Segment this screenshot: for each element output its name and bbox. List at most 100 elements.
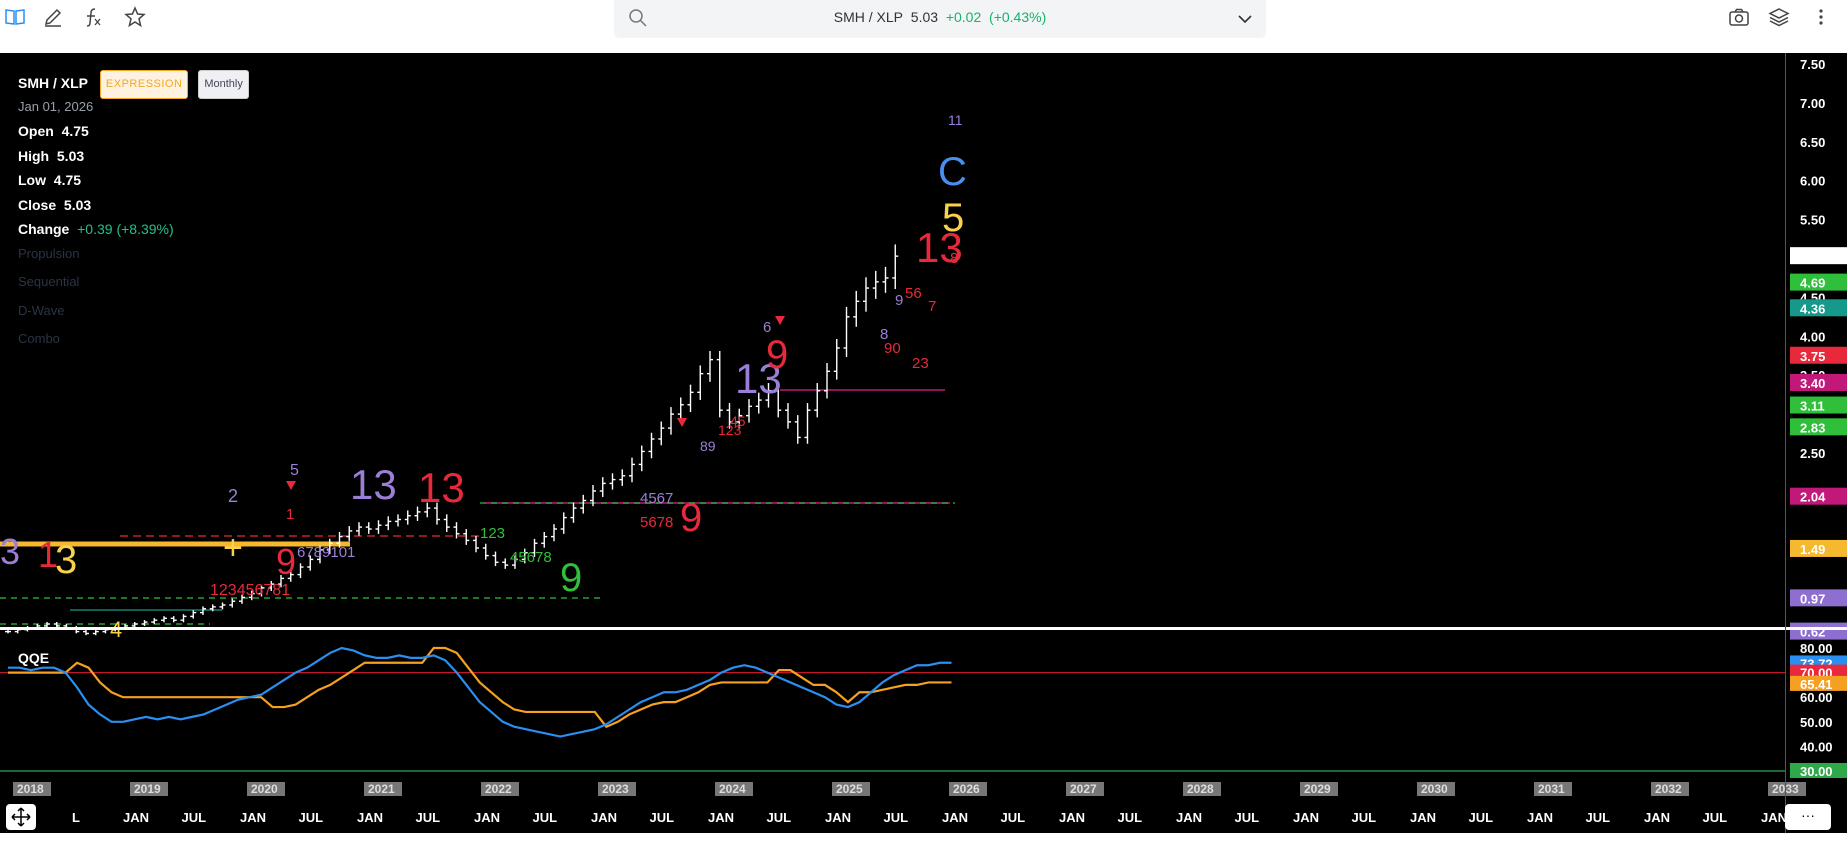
price-badge bbox=[1790, 299, 1847, 317]
sequential-digit-mark: 89 bbox=[700, 438, 716, 454]
layers-icon[interactable] bbox=[1768, 6, 1790, 28]
sequential-count-mark: 5 bbox=[290, 462, 299, 479]
month-label: JUL bbox=[299, 810, 324, 825]
more-options-button[interactable]: ··· bbox=[1785, 804, 1831, 830]
more-vertical-icon[interactable] bbox=[1810, 6, 1832, 28]
sequential-count-mark: 3 bbox=[55, 538, 77, 582]
pan-navigation-button[interactable] bbox=[6, 804, 36, 830]
month-label: JUL bbox=[1703, 810, 1728, 825]
year-label: 2025 bbox=[836, 782, 863, 796]
qqe-pane-label[interactable]: QQE bbox=[18, 650, 50, 666]
sequential-digit-mark: 45678 bbox=[510, 549, 552, 566]
axis-border bbox=[1785, 53, 1786, 833]
month-label: JAN bbox=[1410, 810, 1436, 825]
sequential-count-mark: 11 bbox=[948, 112, 963, 128]
quote-change-pct: (+0.43%) bbox=[989, 9, 1047, 25]
price-badge bbox=[1790, 418, 1847, 436]
sequential-digit-mark: 90 bbox=[884, 340, 901, 357]
qqe-tick-label: 40.00 bbox=[1800, 739, 1833, 754]
qqe-value-label: 65.41 bbox=[1800, 677, 1833, 692]
month-label: JUL bbox=[1235, 810, 1260, 825]
sequential-count-mark: 13 bbox=[350, 461, 397, 508]
year-label: 2028 bbox=[1187, 782, 1214, 796]
sequential-count-mark: + bbox=[223, 529, 243, 567]
price-axis[interactable]: 7.507.006.506.005.504.504.003.502.504.69… bbox=[1790, 57, 1847, 640]
function-icon[interactable] bbox=[82, 6, 104, 28]
sequential-digit-mark: 123456781 bbox=[210, 582, 290, 599]
sequential-annotations: 3132+519131399139135C1164123456781678910… bbox=[0, 112, 967, 642]
current-price-badge bbox=[1790, 247, 1847, 265]
year-label: 2022 bbox=[485, 782, 512, 796]
symbol-search[interactable]: SMH / XLP 5.03 +0.02 (+0.43%) bbox=[614, 0, 1266, 38]
search-icon bbox=[628, 8, 648, 33]
price-badge bbox=[1790, 589, 1847, 607]
sequential-count-mark: 2 bbox=[228, 486, 238, 506]
study-propulsion[interactable]: Propulsion bbox=[18, 245, 80, 261]
price-series bbox=[5, 244, 899, 636]
month-label: L bbox=[72, 810, 80, 825]
price-badge bbox=[1790, 487, 1847, 505]
time-axis[interactable]: 2018 2019 2020 2021 2022 2023 2024 2025 2026 2027… bbox=[13, 782, 1806, 825]
sequential-digit-mark: 123 bbox=[718, 422, 742, 438]
year-label-bg bbox=[247, 782, 285, 796]
study-dwave[interactable]: D-Wave bbox=[18, 302, 65, 318]
price-tick-label: 7.50 bbox=[1800, 57, 1825, 72]
qqe-value-badge bbox=[1790, 664, 1847, 680]
study-sequential[interactable]: Sequential bbox=[18, 274, 80, 289]
price-badge bbox=[1790, 622, 1847, 640]
sequential-digit-mark: 7 bbox=[928, 298, 936, 315]
price-badge-label: 2.83 bbox=[1800, 420, 1825, 435]
chart-canvas[interactable]: 3132+519131399139135C1164123456781678910… bbox=[0, 53, 1847, 833]
star-icon[interactable] bbox=[124, 6, 146, 28]
legend-change: Change +0.39 (+8.39%) bbox=[18, 221, 174, 237]
legend-date: Jan 01, 2026 bbox=[18, 98, 94, 114]
month-label: JAN bbox=[1293, 810, 1319, 825]
price-badge-label: 4.36 bbox=[1800, 301, 1825, 316]
month-label: JUL bbox=[767, 810, 792, 825]
year-label: 2030 bbox=[1421, 782, 1448, 796]
pane-separator[interactable] bbox=[0, 627, 1847, 630]
year-label: 2027 bbox=[1070, 782, 1097, 796]
price-tick-label: 6.50 bbox=[1800, 135, 1825, 150]
year-label: 2021 bbox=[368, 782, 395, 796]
month-label: JUL bbox=[1118, 810, 1143, 825]
month-label: JAN bbox=[240, 810, 266, 825]
legend-header: SMH / XLP EXPRESSION Monthly bbox=[18, 70, 249, 99]
month-label: JUL bbox=[650, 810, 675, 825]
price-tick-label: 6.00 bbox=[1800, 174, 1825, 189]
pencil-icon[interactable] bbox=[42, 6, 64, 28]
chevron-down-icon[interactable] bbox=[1236, 10, 1254, 33]
camera-icon[interactable] bbox=[1728, 6, 1750, 28]
price-badge bbox=[1790, 273, 1847, 291]
interval-badge[interactable]: Monthly bbox=[198, 70, 249, 99]
year-label: 2018 bbox=[17, 782, 44, 796]
year-label-bg bbox=[1300, 782, 1338, 796]
sequential-digit-mark: 9 bbox=[895, 292, 903, 309]
year-label-bg bbox=[832, 782, 870, 796]
month-label: JUL bbox=[416, 810, 441, 825]
study-combo[interactable]: Combo bbox=[18, 331, 60, 346]
year-label-bg bbox=[1183, 782, 1221, 796]
month-label: JUL bbox=[182, 810, 207, 825]
legend-open: Open 4.75 bbox=[18, 123, 89, 139]
year-label: 2019 bbox=[134, 782, 161, 796]
legend-symbol[interactable]: SMH / XLP bbox=[18, 74, 89, 91]
sequential-digit-mark: 8 bbox=[950, 250, 958, 267]
book-icon[interactable] bbox=[4, 6, 26, 28]
chart-legend: SMH / XLP EXPRESSION Monthly Jan 01, 202… bbox=[18, 70, 249, 352]
year-label-bg bbox=[13, 782, 51, 796]
year-label: 2029 bbox=[1304, 782, 1331, 796]
year-label-bg bbox=[715, 782, 753, 796]
sequential-count-mark: 13 bbox=[916, 224, 963, 271]
sequential-count-mark: 1 bbox=[286, 506, 294, 523]
sequential-digit-mark: 56 bbox=[905, 285, 922, 302]
year-label-bg bbox=[1768, 782, 1806, 796]
price-badge-label: 2.04 bbox=[1800, 490, 1826, 505]
month-label: JUL bbox=[1352, 810, 1377, 825]
year-label: 2024 bbox=[719, 782, 746, 796]
month-label: JAN bbox=[1761, 810, 1787, 825]
move-icon bbox=[11, 807, 31, 827]
month-label: JUL bbox=[1586, 810, 1611, 825]
year-label: 2023 bbox=[602, 782, 629, 796]
